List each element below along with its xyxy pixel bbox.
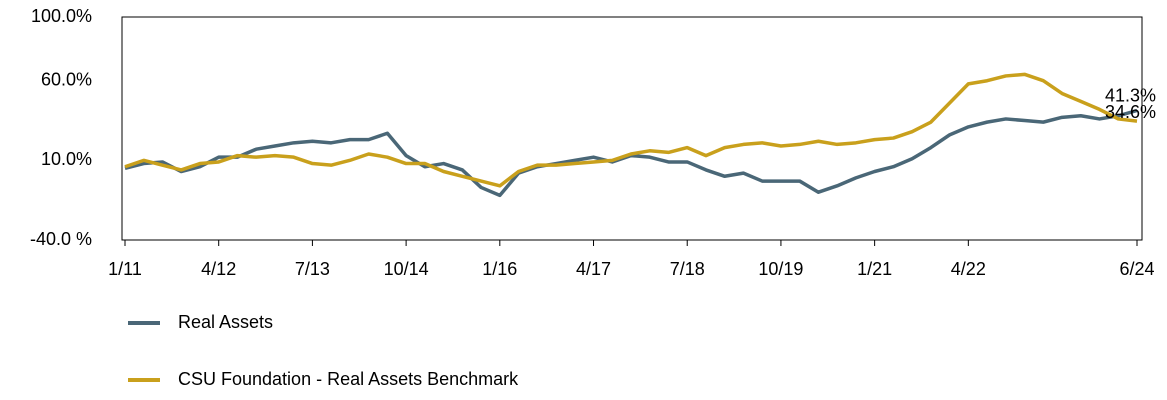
x-tick-label: 1/21 xyxy=(857,259,892,279)
legend-label: Real Assets xyxy=(178,312,273,332)
legend-label: CSU Foundation - Real Assets Benchmark xyxy=(178,369,519,389)
y-tick-label: 10.0% xyxy=(41,149,92,169)
x-tick-label: 4/17 xyxy=(576,259,611,279)
x-tick-label: 10/14 xyxy=(384,259,429,279)
x-tick-label: 7/13 xyxy=(295,259,330,279)
x-tick-label: 7/18 xyxy=(670,259,705,279)
y-tick-label: 100.0% xyxy=(31,6,92,26)
plot-frame xyxy=(121,16,1143,241)
x-tick-label: 6/24 xyxy=(1119,259,1154,279)
x-tick-label: 1/16 xyxy=(482,259,517,279)
y-tick-label: 60.0% xyxy=(41,69,92,89)
x-tick-label: 10/19 xyxy=(758,259,803,279)
series-line xyxy=(124,72,1138,188)
x-tick-label: 4/22 xyxy=(951,259,986,279)
value-label: 34.6% xyxy=(1105,102,1156,122)
x-tick-label: 1/11 xyxy=(108,259,142,279)
y-tick-label: -40.0 % xyxy=(30,229,92,249)
value-label: 41.3% xyxy=(1105,85,1156,105)
x-tick-label: 4/12 xyxy=(201,259,236,279)
